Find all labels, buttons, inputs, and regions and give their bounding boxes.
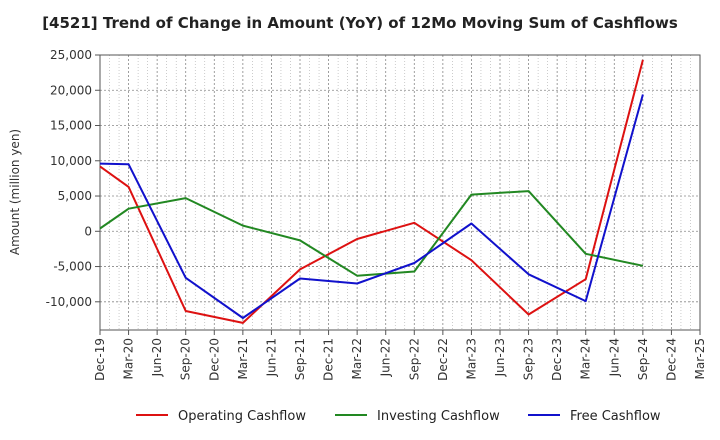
x-tick-label: Mar-20 (122, 338, 136, 379)
operating-cashflow-line (99, 59, 644, 324)
x-tick-label: Mar-23 (464, 338, 478, 379)
x-tick-label: Jun-23 (493, 338, 507, 377)
y-axis-label: Amount (million yen) (8, 129, 22, 255)
x-tick-label: Sep-20 (179, 338, 193, 380)
y-tick-label: 10,000 (50, 154, 92, 168)
x-tick-label: Jun-21 (264, 338, 278, 377)
y-tick-label: -5,000 (53, 260, 92, 274)
x-tick-label: Jun-20 (150, 338, 164, 377)
x-tick-label: Dec-19 (93, 338, 107, 381)
y-tick-label: 15,000 (50, 119, 92, 133)
y-tick-label: 0 (84, 224, 92, 238)
x-tick-label: Mar-21 (236, 338, 250, 379)
x-tick-label: Jun-22 (379, 338, 393, 377)
legend: Operating Cashflow Investing Cashflow Free… (136, 409, 661, 424)
x-tick-label: Sep-21 (293, 338, 307, 380)
operating-cashflow-legend-label: Operating Cashflow (178, 409, 306, 424)
series-lines (99, 59, 644, 324)
y-tick-labels: 25,000 20,000 15,000 10,000 5,000 0 -5,000 -10,… (46, 48, 100, 309)
free-cashflow-line (99, 94, 644, 319)
chart-title: [4521] Trend of Change in Amount (YoY) o… (42, 14, 678, 32)
y-tick-label: 20,000 (50, 83, 92, 97)
x-tick-label: Dec-22 (436, 338, 450, 381)
x-tick-label: Dec-24 (664, 338, 678, 381)
investing-cashflow-line (99, 190, 644, 277)
plot-frame (99, 54, 701, 331)
x-tick-label: Mar-25 (693, 338, 707, 379)
x-tick-label: Sep-23 (522, 338, 536, 380)
investing-cashflow-legend-label: Investing Cashflow (377, 409, 500, 424)
x-tick-labels: Dec-19 Mar-20 Jun-20 Sep-20 Dec-20 Mar-21 Jun-… (93, 330, 707, 381)
y-tick-label: -10,000 (46, 295, 92, 309)
grid-lines (99, 54, 701, 330)
x-tick-label: Dec-20 (207, 338, 221, 381)
x-tick-label: Dec-21 (322, 338, 336, 381)
x-tick-label: Sep-24 (636, 338, 650, 380)
free-cashflow-legend-label: Free Cashflow (570, 409, 661, 424)
x-tick-label: Mar-24 (579, 338, 593, 379)
x-tick-label: Dec-23 (550, 338, 564, 381)
y-tick-label: 25,000 (50, 48, 92, 62)
axes (99, 54, 701, 331)
y-tick-label: 5,000 (58, 189, 92, 203)
x-tick-label: Sep-22 (407, 338, 421, 380)
x-tick-label: Jun-24 (607, 338, 621, 377)
x-tick-label: Mar-22 (350, 338, 364, 379)
